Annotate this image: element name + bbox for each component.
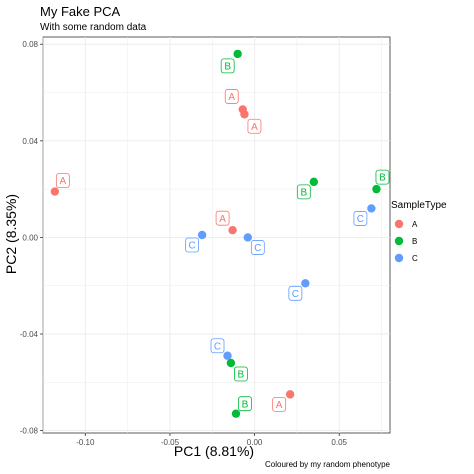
- legend-title: SampleType: [391, 200, 447, 211]
- plot-panel: [42, 36, 391, 434]
- data-points: [50, 49, 381, 418]
- chart-caption: Coloured by my random phenotype: [265, 460, 391, 469]
- data-point-C: [223, 351, 232, 360]
- svg-text:C: C: [214, 341, 221, 352]
- svg-text:B: B: [300, 187, 307, 198]
- point-label-A: A: [272, 396, 287, 412]
- svg-text:B: B: [379, 173, 386, 184]
- y-tick-label: 0.00: [22, 233, 38, 242]
- point-label-B: B: [375, 169, 390, 185]
- svg-text:C: C: [254, 243, 261, 254]
- data-point-C: [367, 204, 376, 213]
- data-point-B: [233, 49, 242, 59]
- legend-key-C: [394, 253, 404, 263]
- point-label-C: C: [210, 338, 225, 354]
- point-labels: A A A A A B B B B B C C C C C: [55, 58, 390, 412]
- y-tick-label: -0.04: [20, 330, 39, 339]
- y-tick-label: -0.08: [20, 427, 39, 436]
- point-label-B: B: [296, 184, 311, 200]
- legend-key-A: [394, 219, 404, 229]
- data-point-A: [240, 110, 249, 119]
- svg-text:A: A: [276, 400, 283, 411]
- x-tick-label: 0.05: [331, 438, 347, 447]
- svg-text:C: C: [188, 241, 195, 252]
- axis-ticks: -0.10 -0.05 0.00 0.05 -0.08 -0.04 0.00 0.04 0.08: [20, 40, 348, 447]
- legend: SampleType ABC: [391, 200, 447, 263]
- svg-text:A: A: [251, 122, 258, 133]
- svg-text:B: B: [242, 399, 249, 410]
- point-label-B: B: [220, 58, 235, 74]
- point-label-A: A: [247, 118, 262, 134]
- y-tick-label: 0.08: [22, 40, 38, 49]
- y-tick-label: 0.04: [22, 137, 38, 146]
- data-point-A: [285, 390, 295, 399]
- point-label-B: B: [233, 366, 248, 382]
- point-label-A: A: [224, 89, 239, 104]
- svg-text:A: A: [228, 92, 235, 103]
- point-label-C: C: [288, 285, 303, 301]
- svg-text:B: B: [224, 62, 231, 73]
- svg-text:C: C: [292, 289, 299, 300]
- legend-label-C: C: [412, 254, 418, 263]
- svg-text:C: C: [357, 214, 364, 225]
- point-label-C: C: [353, 211, 368, 226]
- x-tick-label: 0.00: [247, 438, 263, 447]
- legend-key-B: [394, 236, 404, 246]
- svg-text:A: A: [219, 214, 226, 225]
- point-label-A: A: [215, 210, 230, 226]
- legend-label-B: B: [412, 237, 417, 246]
- data-point-B: [372, 184, 381, 194]
- legend-label-A: A: [412, 220, 418, 229]
- point-label-C: C: [250, 240, 265, 255]
- x-axis-title: PC1 (8.81%): [174, 443, 254, 459]
- svg-text:B: B: [238, 370, 245, 381]
- data-point-C: [243, 233, 253, 242]
- y-axis-title: PC2 (8.35%): [3, 194, 19, 274]
- data-point-B: [309, 177, 319, 187]
- svg-text:A: A: [60, 176, 67, 187]
- data-point-A: [228, 225, 237, 235]
- data-point-B: [226, 358, 236, 368]
- data-point-C: [301, 279, 310, 288]
- chart-title: My Fake PCA: [40, 4, 121, 19]
- chart-subtitle: With some random data: [40, 22, 147, 33]
- data-point-B: [231, 409, 241, 418]
- point-label-A: A: [55, 173, 70, 188]
- data-point-A: [50, 187, 60, 196]
- point-label-C: C: [185, 237, 200, 253]
- x-tick-label: -0.10: [76, 438, 95, 447]
- x-tick-label: -0.05: [161, 438, 180, 447]
- data-point-C: [197, 230, 207, 240]
- point-label-B: B: [238, 396, 252, 412]
- grid-lines: [42, 37, 390, 433]
